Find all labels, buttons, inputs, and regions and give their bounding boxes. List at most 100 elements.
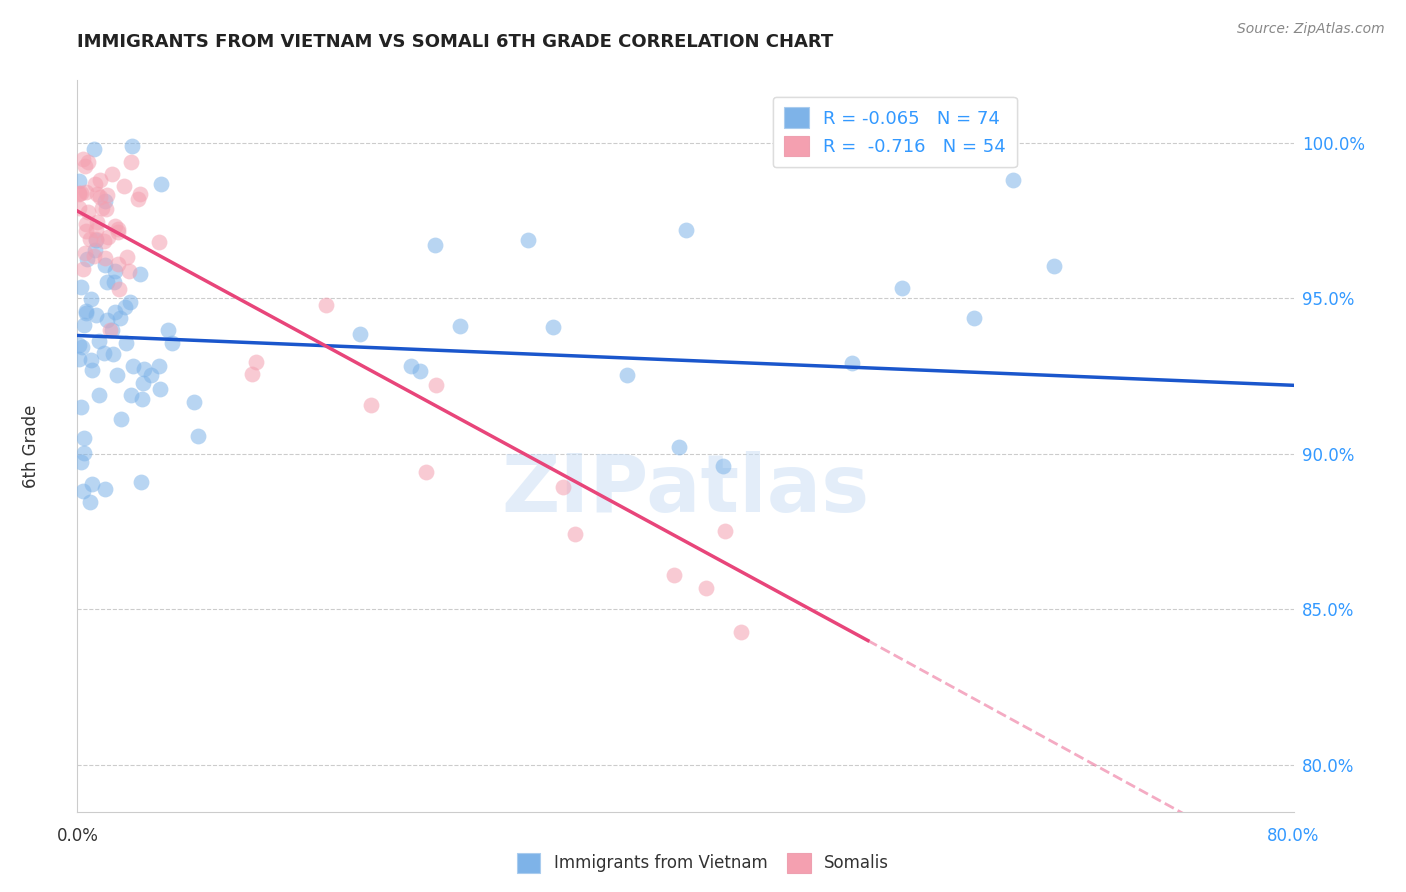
Point bbox=[245, 355, 267, 369]
Point bbox=[107, 257, 129, 271]
Point bbox=[83, 142, 105, 156]
Point bbox=[107, 222, 129, 236]
Point bbox=[425, 378, 447, 392]
Point bbox=[98, 322, 121, 336]
Point bbox=[841, 356, 863, 370]
Point bbox=[89, 190, 111, 204]
Point bbox=[84, 232, 107, 246]
Point bbox=[541, 320, 564, 334]
Point bbox=[711, 459, 734, 474]
Point bbox=[70, 340, 93, 354]
Point bbox=[117, 251, 139, 265]
Point bbox=[409, 364, 432, 378]
Point bbox=[101, 167, 124, 181]
Point bbox=[128, 267, 150, 281]
Point bbox=[67, 174, 90, 188]
Point bbox=[114, 300, 136, 314]
Point bbox=[120, 154, 142, 169]
Point bbox=[423, 238, 446, 252]
Point bbox=[69, 186, 91, 201]
Point bbox=[148, 359, 170, 373]
Point bbox=[75, 304, 97, 318]
Point bbox=[80, 293, 103, 307]
Point bbox=[675, 223, 697, 237]
Point bbox=[93, 194, 115, 208]
Point bbox=[67, 186, 90, 201]
Point bbox=[89, 173, 111, 187]
Point bbox=[84, 243, 107, 257]
Point bbox=[96, 275, 118, 289]
Point bbox=[714, 524, 737, 538]
Point bbox=[183, 395, 205, 409]
Point bbox=[73, 446, 96, 460]
Point bbox=[70, 280, 93, 294]
Point bbox=[79, 495, 101, 509]
Point bbox=[315, 298, 337, 312]
Point bbox=[149, 178, 172, 192]
Point bbox=[72, 432, 94, 446]
Point bbox=[108, 282, 131, 296]
Point bbox=[70, 401, 93, 415]
Point bbox=[963, 311, 986, 326]
Point bbox=[87, 388, 110, 402]
Point bbox=[141, 368, 163, 382]
Point bbox=[399, 359, 422, 373]
Point bbox=[120, 388, 142, 402]
Point bbox=[101, 323, 124, 337]
Point bbox=[75, 245, 97, 260]
Point bbox=[90, 201, 112, 215]
Point bbox=[104, 305, 127, 319]
Point bbox=[360, 399, 382, 413]
Point bbox=[97, 230, 120, 244]
Point bbox=[240, 367, 263, 381]
Point bbox=[662, 567, 685, 582]
Point bbox=[84, 308, 107, 322]
Point bbox=[105, 368, 128, 382]
Point bbox=[132, 376, 155, 390]
Point bbox=[157, 323, 180, 337]
Text: IMMIGRANTS FROM VIETNAM VS SOMALI 6TH GRADE CORRELATION CHART: IMMIGRANTS FROM VIETNAM VS SOMALI 6TH GR… bbox=[77, 33, 834, 51]
Point bbox=[107, 225, 129, 239]
Point bbox=[70, 454, 93, 468]
Point bbox=[551, 480, 574, 494]
Legend: Immigrants from Vietnam, Somalis: Immigrants from Vietnam, Somalis bbox=[510, 847, 896, 880]
Point bbox=[79, 353, 101, 368]
Point bbox=[103, 275, 125, 289]
Point bbox=[93, 258, 115, 272]
Point bbox=[94, 482, 117, 496]
Point bbox=[121, 138, 143, 153]
Point bbox=[890, 281, 912, 295]
Point bbox=[128, 187, 150, 202]
Point bbox=[668, 440, 690, 454]
Point bbox=[96, 188, 118, 202]
Point bbox=[93, 346, 115, 360]
Point bbox=[67, 338, 90, 352]
Point bbox=[449, 318, 471, 333]
Point bbox=[83, 249, 105, 263]
Point bbox=[77, 204, 100, 219]
Point bbox=[616, 368, 638, 382]
Point bbox=[93, 251, 115, 265]
Point bbox=[1001, 173, 1024, 187]
Point bbox=[349, 326, 371, 341]
Point bbox=[76, 252, 98, 266]
Point bbox=[118, 294, 141, 309]
Point bbox=[76, 155, 98, 169]
Text: Source: ZipAtlas.com: Source: ZipAtlas.com bbox=[1237, 22, 1385, 37]
Text: 80.0%: 80.0% bbox=[1267, 827, 1320, 846]
Point bbox=[96, 312, 118, 326]
Point bbox=[162, 336, 184, 351]
Point bbox=[72, 262, 94, 277]
Point bbox=[84, 177, 107, 191]
Point bbox=[72, 483, 94, 498]
Point bbox=[73, 318, 96, 332]
Text: ZIPatlas: ZIPatlas bbox=[502, 450, 869, 529]
Point bbox=[84, 233, 107, 247]
Point bbox=[79, 232, 101, 246]
Point bbox=[112, 178, 135, 193]
Point bbox=[94, 202, 117, 217]
Point bbox=[122, 359, 145, 373]
Text: 6th Grade: 6th Grade bbox=[22, 404, 41, 488]
Point bbox=[131, 392, 153, 407]
Point bbox=[67, 201, 90, 215]
